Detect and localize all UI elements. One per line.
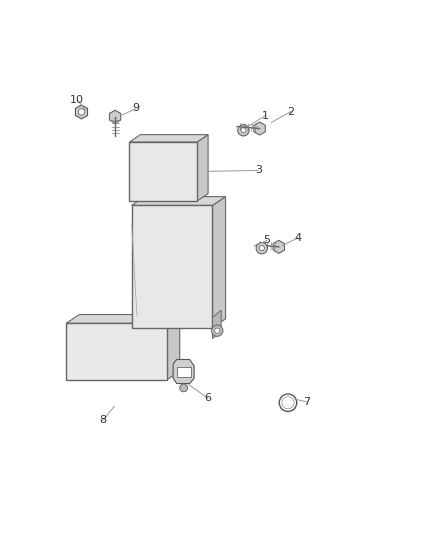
- Polygon shape: [132, 205, 212, 328]
- Circle shape: [180, 384, 187, 392]
- Polygon shape: [132, 197, 226, 205]
- Polygon shape: [173, 359, 194, 384]
- Circle shape: [282, 397, 294, 409]
- Text: 8: 8: [100, 415, 107, 425]
- Text: 5: 5: [264, 235, 271, 245]
- Circle shape: [78, 109, 85, 115]
- Polygon shape: [66, 323, 166, 380]
- Circle shape: [241, 128, 246, 133]
- Polygon shape: [273, 240, 285, 253]
- Polygon shape: [197, 135, 208, 201]
- Polygon shape: [177, 367, 191, 376]
- Polygon shape: [212, 310, 221, 338]
- Text: 1: 1: [261, 111, 268, 121]
- Polygon shape: [254, 122, 265, 135]
- Text: 6: 6: [205, 393, 212, 403]
- Polygon shape: [75, 105, 88, 119]
- Polygon shape: [130, 135, 208, 142]
- Text: 4: 4: [294, 233, 301, 243]
- Circle shape: [279, 394, 297, 411]
- Circle shape: [212, 325, 223, 336]
- Circle shape: [256, 243, 268, 254]
- Text: 2: 2: [287, 107, 295, 117]
- Polygon shape: [130, 142, 197, 201]
- Text: 9: 9: [132, 103, 140, 114]
- Text: 3: 3: [255, 165, 262, 175]
- Circle shape: [259, 246, 265, 251]
- Polygon shape: [212, 197, 226, 328]
- Text: 7: 7: [303, 397, 310, 407]
- Polygon shape: [110, 110, 121, 123]
- Polygon shape: [166, 314, 180, 380]
- Circle shape: [215, 328, 220, 333]
- Polygon shape: [66, 314, 180, 323]
- Circle shape: [238, 125, 249, 136]
- Text: 10: 10: [70, 95, 84, 104]
